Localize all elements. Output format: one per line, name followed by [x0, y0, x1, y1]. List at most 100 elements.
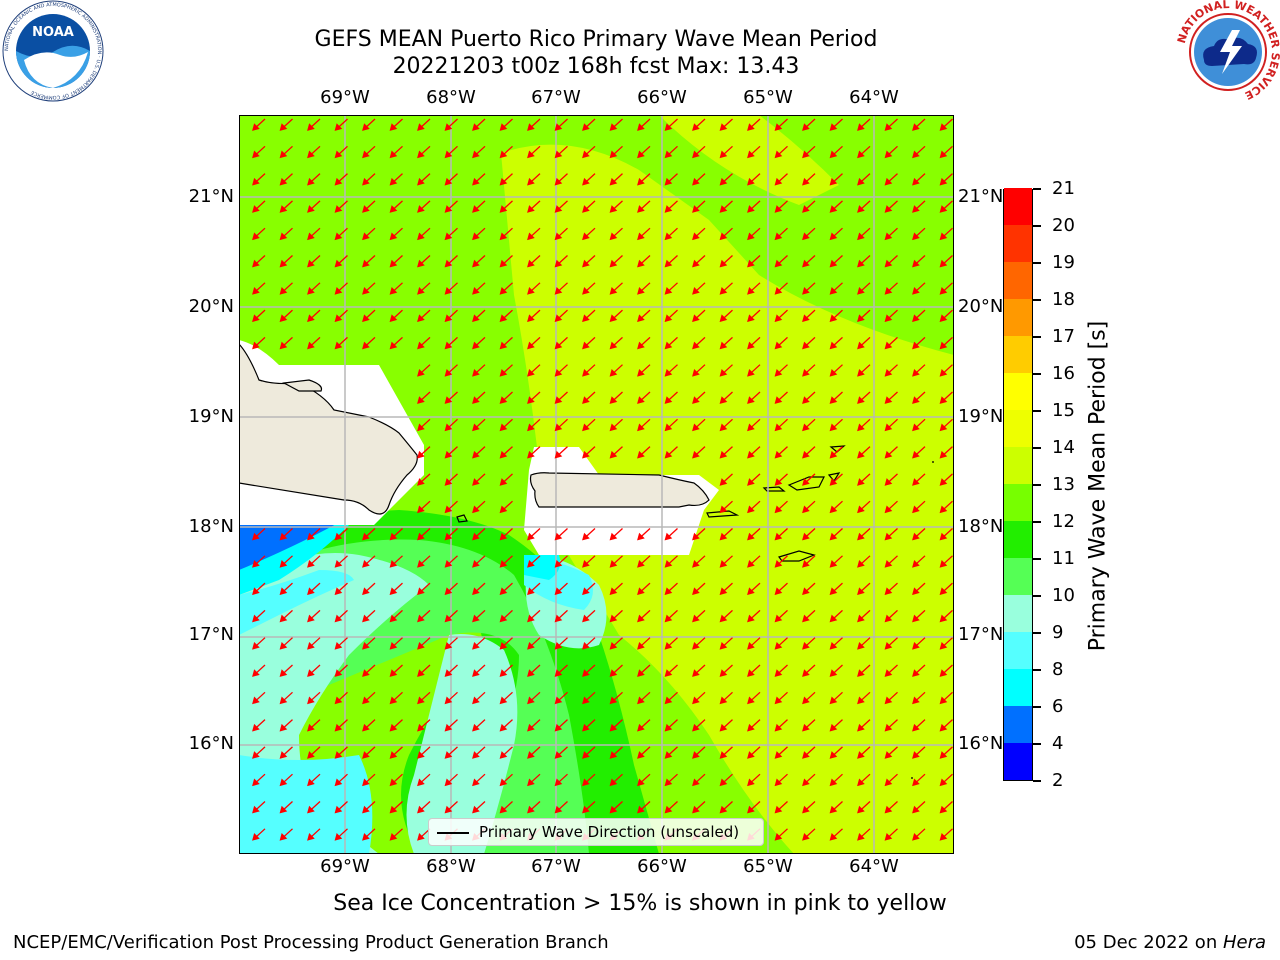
- wave-arrow-head: [499, 423, 508, 432]
- wave-arrow-head: [719, 560, 728, 568]
- wave-arrow-head: [499, 450, 508, 459]
- wave-arrow-head: [884, 123, 893, 131]
- wave-arrow-head: [417, 368, 425, 377]
- wave-arrow-head: [747, 696, 755, 705]
- wave-arrow-head: [252, 560, 260, 568]
- wave-arrow-head: [857, 368, 865, 377]
- wave-arrow-head: [637, 560, 645, 568]
- wave-arrow-head: [334, 805, 343, 814]
- wave-arrow-head: [637, 287, 645, 295]
- wave-arrow-head: [939, 805, 948, 814]
- footer-machine: Hera: [1222, 932, 1266, 953]
- land-hispaniola-north: [282, 379, 323, 392]
- wave-arrow-head: [829, 368, 838, 377]
- wave-arrow-head: [857, 259, 865, 268]
- wave-arrow-head: [582, 751, 590, 759]
- wave-arrow-head: [527, 587, 535, 596]
- wave-arrow-head: [609, 423, 618, 432]
- wave-arrow-head: [499, 614, 508, 623]
- wave-arrow-head: [912, 259, 920, 268]
- wave-arrow-head: [829, 287, 838, 295]
- wave-arrow-head: [252, 123, 260, 131]
- wave-arrow-head: [939, 423, 948, 432]
- wave-arrow-head: [664, 669, 673, 677]
- wave-arrow-head: [802, 478, 810, 486]
- field-13-14-band: [501, 144, 954, 854]
- wave-arrow-head: [499, 723, 508, 732]
- wave-arrow-head: [637, 259, 645, 268]
- wave-arrow-head: [554, 778, 563, 787]
- wave-arrow-head: [252, 614, 260, 623]
- wave-arrow-head: [719, 696, 728, 705]
- wave-arrow-head: [802, 259, 810, 268]
- wave-arrow-head: [637, 723, 645, 732]
- colorbar-tick-label: 8: [1052, 659, 1064, 680]
- wave-arrow-head: [362, 341, 370, 350]
- wave-arrow-head: [747, 232, 755, 241]
- wave-arrow-head: [664, 450, 673, 459]
- wave-arrow-head: [857, 587, 865, 596]
- wave-arrow-head: [389, 123, 398, 131]
- colorbar-segment: [1004, 187, 1032, 225]
- wave-arrow-head: [444, 232, 453, 241]
- wave-arrow-head: [252, 314, 260, 323]
- wave-arrow-head: [692, 423, 700, 432]
- wave-arrow-head: [829, 232, 838, 241]
- wave-arrow-head: [939, 833, 948, 841]
- wave-arrow-head: [747, 532, 755, 541]
- wave-arrow-head: [857, 205, 865, 213]
- wave-arrow-head: [884, 450, 893, 459]
- lat-label-right: 17°N: [958, 624, 1004, 645]
- wave-arrow-head: [499, 177, 508, 186]
- wave-arrow-head: [279, 669, 288, 677]
- wave-arrow-head: [334, 560, 343, 568]
- wave-arrow-head: [279, 150, 288, 159]
- wave-arrow-head: [692, 205, 700, 213]
- wave-arrow-head: [334, 723, 343, 732]
- wave-arrow-head: [444, 177, 453, 186]
- wave-arrow-head: [884, 368, 893, 377]
- wave-arrow-head: [417, 450, 425, 459]
- wave-arrow-head: [719, 478, 728, 486]
- wave-arrow-head: [747, 341, 755, 350]
- wave-arrow-head: [499, 205, 508, 213]
- wave-arrow-head: [912, 669, 920, 677]
- wave-arrow-head: [334, 641, 343, 650]
- wave-arrow-head: [692, 232, 700, 241]
- wave-arrow-head: [444, 450, 453, 459]
- wave-arrow-head: [884, 778, 893, 787]
- wave-arrow-head: [912, 177, 920, 186]
- wave-arrow-head: [554, 396, 563, 404]
- wave-arrow-head: [499, 232, 508, 241]
- wave-arrow-head: [582, 532, 590, 541]
- wave-arrow-head: [362, 696, 370, 705]
- wave-arrow-head: [664, 205, 673, 213]
- wave-arrow-head: [362, 833, 370, 841]
- wave-arrow-head: [802, 778, 810, 787]
- wave-arrow-head: [444, 751, 453, 759]
- wave-arrow-head: [692, 368, 700, 377]
- wave-arrow-head: [554, 150, 563, 159]
- wave-arrow-head: [334, 123, 343, 131]
- wave-arrow-head: [499, 532, 508, 541]
- wave-arrow-head: [747, 614, 755, 623]
- wave-arrow-head: [939, 287, 948, 295]
- wave-arrow-head: [444, 696, 453, 705]
- wave-arrow-head: [857, 287, 865, 295]
- wave-arrow-head: [472, 368, 480, 377]
- wave-arrow-head: [829, 423, 838, 432]
- colorbar-tick-label: 17: [1052, 326, 1075, 347]
- wave-arrow-head: [912, 560, 920, 568]
- wave-arrow-head: [774, 205, 783, 213]
- lat-label-right: 19°N: [958, 406, 1004, 427]
- colorbar-segment: [1004, 742, 1032, 780]
- wave-arrow-head: [829, 123, 838, 131]
- wave-arrow-head: [444, 805, 453, 814]
- wave-arrow-head: [527, 205, 535, 213]
- colorbar-tick-label: 6: [1052, 696, 1064, 717]
- legend-label: Primary Wave Direction (unscaled): [479, 823, 740, 841]
- wave-arrow-head: [307, 287, 315, 295]
- wave-arrow-head: [609, 396, 618, 404]
- wave-arrow-head: [747, 805, 755, 814]
- wave-arrow-head: [747, 259, 755, 268]
